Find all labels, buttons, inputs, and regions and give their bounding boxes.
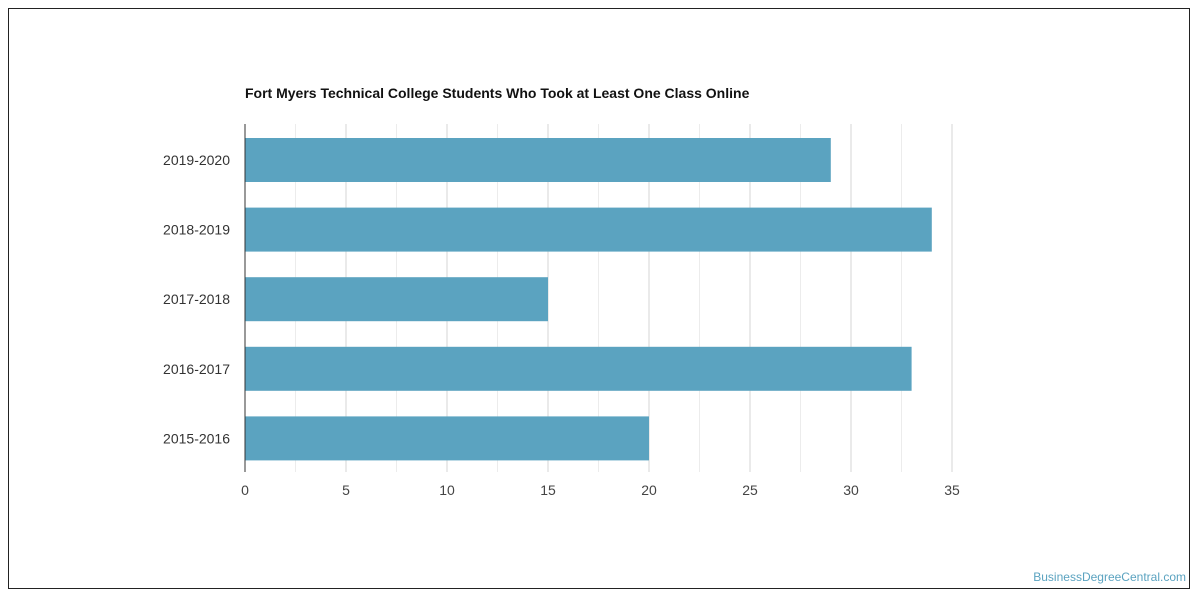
category-labels: 2019-2020 2018-2019 2017-2018 2016-2017 2015… — [163, 152, 230, 446]
category-label-2017-2018: 2017-2018 — [163, 291, 230, 307]
bar-2016-2017[interactable] — [245, 346, 912, 391]
x-tick-label-25: 25 — [742, 482, 758, 498]
category-label-2018-2019: 2018-2019 — [163, 222, 230, 238]
bar-2018-2019[interactable] — [245, 207, 932, 252]
x-tick-label-35: 35 — [944, 482, 960, 498]
x-tick-label-30: 30 — [843, 482, 859, 498]
x-tick-label-10: 10 — [439, 482, 455, 498]
source-credit[interactable]: BusinessDegreeCentral.com — [1033, 570, 1186, 584]
category-label-2019-2020: 2019-2020 — [163, 152, 230, 168]
x-tick-label-5: 5 — [342, 482, 350, 498]
bar-2017-2018[interactable] — [245, 277, 548, 322]
x-tick-label-15: 15 — [540, 482, 556, 498]
x-tick-label-20: 20 — [641, 482, 657, 498]
x-tick-label-0: 0 — [241, 482, 249, 498]
bar-2019-2020[interactable] — [245, 138, 831, 182]
chart-title: Fort Myers Technical College Students Wh… — [245, 85, 750, 101]
bars — [245, 138, 932, 461]
category-label-2016-2017: 2016-2017 — [163, 361, 230, 377]
category-label-2015-2016: 2015-2016 — [163, 430, 230, 446]
x-tick-labels: 0 5 10 15 20 25 30 35 — [241, 482, 960, 498]
bar-2015-2016[interactable] — [245, 416, 649, 461]
